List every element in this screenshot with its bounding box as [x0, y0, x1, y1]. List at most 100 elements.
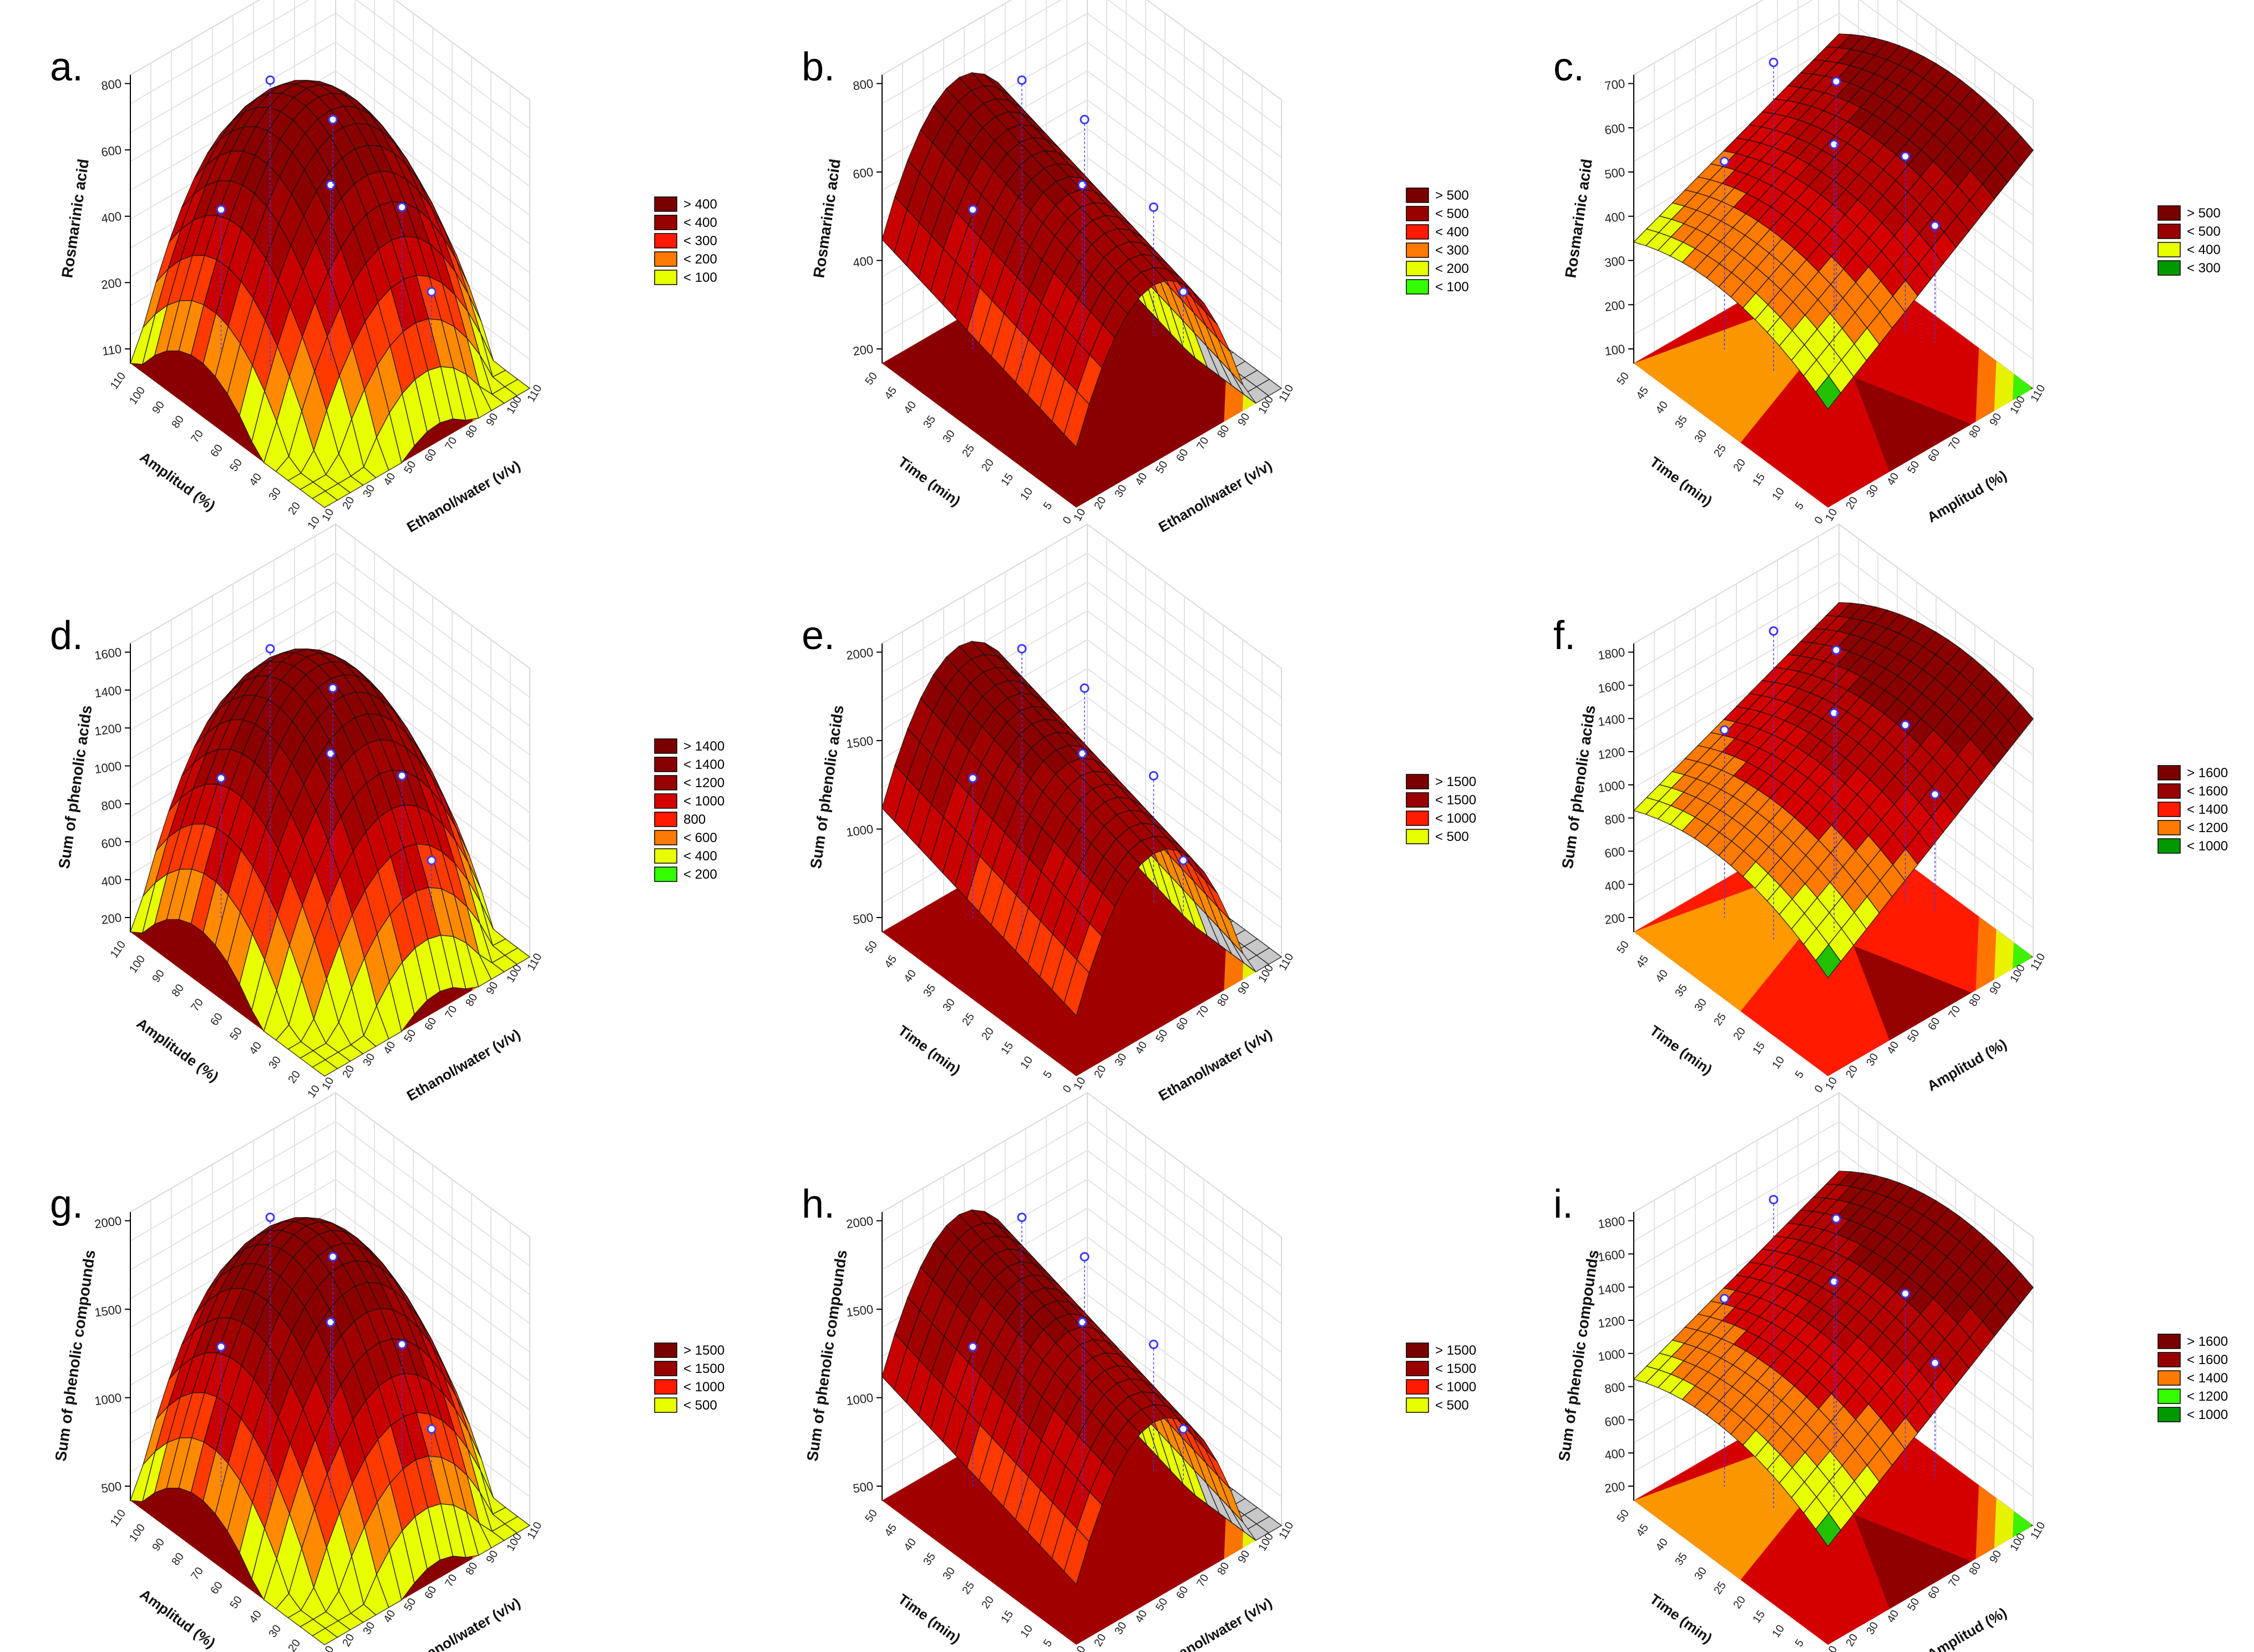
observed-point [1769, 1194, 1779, 1204]
legend-swatch [2157, 205, 2181, 221]
z-axis-title: Sum of phenolic acids [807, 704, 847, 870]
legend-swatch [2157, 802, 2181, 817]
x-tick-label: 80 [169, 982, 186, 999]
z-tick-label: 200 [1604, 1479, 1626, 1496]
y-tick-label: 60 [1926, 1016, 1942, 1032]
observed-point [1901, 151, 1910, 161]
legend-label: > 1600 [2187, 766, 2228, 781]
x-tick-label: 40 [247, 1040, 264, 1057]
observed-point [968, 1342, 977, 1352]
y-tick-label: 60 [1926, 1584, 1942, 1601]
y-axis-title: Amplitud (%) [1924, 467, 2010, 526]
x-tick-label: 5 [1793, 1068, 1806, 1081]
x-tick-label: 50 [227, 457, 245, 474]
z-tick-label: 1000 [1597, 1346, 1626, 1364]
y-tick-label: 10 [1823, 1644, 1840, 1652]
x-tick-label: 20 [1731, 457, 1748, 474]
surface-cell [1815, 1512, 1841, 1547]
y-tick-label: 50 [402, 459, 418, 475]
contour-band [1976, 1485, 1997, 1559]
legend-label: > 1500 [1435, 1343, 1476, 1358]
y-tick-label: 10 [1823, 506, 1840, 523]
observed-point [1930, 221, 1940, 231]
z-tick-label: 1400 [94, 683, 123, 701]
x-tick-label: 20 [979, 1594, 996, 1611]
y-tick-label: 10 [1823, 1075, 1840, 1092]
legend-label: > 400 [683, 197, 717, 212]
gridline [130, 0, 530, 129]
x-tick-label: 50 [863, 1507, 880, 1524]
contour-band [1994, 361, 2014, 411]
surface-mesh [130, 1217, 531, 1645]
y-tick-label: 70 [443, 1572, 459, 1589]
z-tick-label: 1600 [94, 645, 123, 663]
legend-swatch [1406, 1361, 1429, 1376]
observed-point [1017, 1213, 1027, 1223]
y-axis-title: Ethanol/water (v/v) [1156, 1026, 1275, 1104]
z-tick-label: 400 [1604, 1446, 1626, 1462]
z-tick-label: 2000 [845, 1214, 874, 1232]
x-axis-title: Time (min) [1647, 1022, 1715, 1078]
observed-point [1720, 156, 1729, 166]
legend-swatch [654, 270, 677, 285]
legend-swatch [2157, 260, 2181, 276]
observed-point [216, 1342, 226, 1352]
y-tick-label: 90 [1235, 411, 1252, 428]
y-tick-label: 20 [1843, 1063, 1860, 1080]
surface-cell [311, 1059, 338, 1077]
legend-label: < 1200 [683, 776, 725, 790]
observed-point [427, 287, 437, 297]
z-tick-label: 1200 [1597, 1313, 1626, 1331]
y-tick-label: 30 [1864, 483, 1881, 499]
legend-swatch [654, 757, 677, 772]
surface-mesh [130, 648, 531, 1077]
observed-point [1901, 1289, 1910, 1299]
z-tick-label: 200 [1604, 910, 1626, 927]
x-tick-label: 100 [127, 1522, 148, 1544]
x-tick-label: 110 [108, 1507, 128, 1529]
x-tick-label: 10 [1770, 485, 1787, 503]
observed-point [1080, 683, 1090, 693]
z-tick-label: 1000 [1597, 778, 1626, 795]
x-tick-label: 100 [127, 953, 148, 975]
y-axis-title: Ethanol/water (v/v) [404, 1026, 523, 1104]
legend-label: < 1000 [683, 794, 725, 809]
x-tick-label: 15 [999, 1608, 1016, 1625]
panel-label: c. [1553, 45, 1584, 89]
observed-point [1178, 287, 1188, 297]
observed-point [1077, 180, 1087, 190]
y-axis-title: Amplitud (%) [1924, 1604, 2010, 1652]
y-tick-label: 90 [1987, 980, 2004, 996]
y-tick-label: 80 [1967, 423, 1983, 440]
z-tick-label: 1400 [1597, 711, 1626, 729]
observed-point [1017, 644, 1027, 654]
y-tick-label: 80 [1215, 992, 1232, 1009]
legend-label: < 300 [1435, 243, 1469, 258]
y-tick-label: 60 [422, 1016, 439, 1032]
panel-label: i. [1553, 1182, 1573, 1227]
x-tick-label: 30 [266, 1054, 283, 1071]
x-tick-label: 15 [999, 1040, 1016, 1057]
x-tick-label: 25 [960, 1579, 977, 1597]
z-tick-label: 800 [100, 797, 123, 813]
y-tick-label: 10 [1071, 1075, 1088, 1092]
surface-cell [311, 490, 338, 508]
z-tick-label: 300 [1604, 254, 1626, 270]
gridline [882, 552, 1282, 698]
x-tick-label: 35 [1673, 982, 1690, 999]
x-tick-label: 30 [266, 1623, 283, 1640]
y-tick-label: 80 [463, 423, 480, 440]
x-tick-label: 30 [1692, 428, 1709, 445]
observed-point [265, 644, 275, 654]
y-tick-label: 70 [443, 1004, 459, 1020]
legend-swatch [2157, 820, 2181, 835]
contour-band [1976, 348, 1997, 422]
observed-point [1077, 748, 1087, 758]
x-axis-title: Time (min) [895, 453, 964, 509]
z-tick-label: 200 [852, 342, 874, 358]
z-tick-label: 700 [1604, 77, 1626, 93]
legend-label: < 1000 [1435, 811, 1476, 826]
x-tick-label: 40 [901, 1536, 919, 1553]
z-tick-label: 400 [852, 254, 874, 270]
y-tick-label: 30 [1864, 1051, 1881, 1068]
